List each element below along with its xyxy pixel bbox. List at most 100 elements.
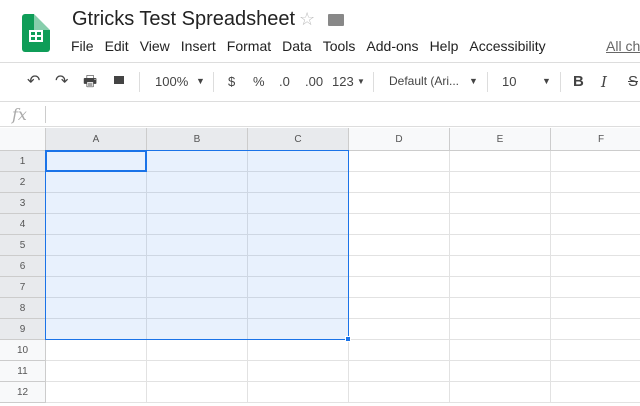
row-header-2[interactable]: 2 xyxy=(0,172,46,193)
cell-E5[interactable] xyxy=(450,235,551,256)
cell-C1[interactable] xyxy=(248,151,349,172)
row-header-5[interactable]: 5 xyxy=(0,235,46,256)
decrease-decimal-button[interactable]: .0 xyxy=(279,74,290,89)
cell-C2[interactable] xyxy=(248,172,349,193)
cell-C6[interactable] xyxy=(248,256,349,277)
cell-D5[interactable] xyxy=(349,235,450,256)
fill-handle[interactable] xyxy=(345,336,351,342)
cell-F1[interactable] xyxy=(551,151,640,172)
strikethrough-button[interactable]: S xyxy=(628,73,639,90)
menu-format[interactable]: Format xyxy=(226,38,272,54)
cell-F2[interactable] xyxy=(551,172,640,193)
column-header-f[interactable]: F xyxy=(551,128,640,151)
row-header-11[interactable]: 11 xyxy=(0,361,46,382)
menu-add-ons[interactable]: Add-ons xyxy=(366,38,419,54)
cell-F5[interactable] xyxy=(551,235,640,256)
more-formats-button[interactable]: 123 xyxy=(332,74,354,89)
cell-B3[interactable] xyxy=(147,193,248,214)
cell-A12[interactable] xyxy=(46,382,147,403)
active-cell[interactable] xyxy=(45,150,147,172)
cell-A4[interactable] xyxy=(46,214,147,235)
column-header-a[interactable]: A xyxy=(46,128,147,151)
cell-F8[interactable] xyxy=(551,298,640,319)
cell-E11[interactable] xyxy=(450,361,551,382)
cell-A11[interactable] xyxy=(46,361,147,382)
row-header-1[interactable]: 1 xyxy=(0,151,46,172)
column-header-e[interactable]: E xyxy=(450,128,551,151)
row-header-4[interactable]: 4 xyxy=(0,214,46,235)
redo-icon[interactable]: ↷ xyxy=(55,73,69,90)
italic-button[interactable]: I xyxy=(601,73,607,91)
cell-D12[interactable] xyxy=(349,382,450,403)
cell-C11[interactable] xyxy=(248,361,349,382)
cell-F10[interactable] xyxy=(551,340,640,361)
document-title[interactable]: Gtricks Test Spreadsheet xyxy=(72,8,296,30)
cell-B11[interactable] xyxy=(147,361,248,382)
row-header-12[interactable]: 12 xyxy=(0,382,46,403)
cell-C5[interactable] xyxy=(248,235,349,256)
row-header-9[interactable]: 9 xyxy=(0,319,46,340)
cell-B4[interactable] xyxy=(147,214,248,235)
chevron-down-icon[interactable]: ▼ xyxy=(357,77,365,86)
cell-C4[interactable] xyxy=(248,214,349,235)
cell-D11[interactable] xyxy=(349,361,450,382)
column-header-c[interactable]: C xyxy=(248,128,349,151)
cell-D8[interactable] xyxy=(349,298,450,319)
cell-B2[interactable] xyxy=(147,172,248,193)
folder-icon[interactable] xyxy=(328,14,344,26)
cell-D6[interactable] xyxy=(349,256,450,277)
menu-view[interactable]: View xyxy=(139,38,170,54)
row-header-6[interactable]: 6 xyxy=(0,256,46,277)
cell-B9[interactable] xyxy=(147,319,248,340)
cell-B7[interactable] xyxy=(147,277,248,298)
cell-F11[interactable] xyxy=(551,361,640,382)
cell-E2[interactable] xyxy=(450,172,551,193)
row-header-8[interactable]: 8 xyxy=(0,298,46,319)
cell-D10[interactable] xyxy=(349,340,450,361)
menu-data[interactable]: Data xyxy=(282,38,312,54)
cell-E4[interactable] xyxy=(450,214,551,235)
print-icon[interactable]: 🖶 xyxy=(83,73,98,90)
column-header-b[interactable]: B xyxy=(147,128,248,151)
zoom-select[interactable]: 100% xyxy=(155,74,189,89)
cell-A9[interactable] xyxy=(46,319,147,340)
chevron-down-icon[interactable]: ▼ xyxy=(542,76,551,86)
cell-A10[interactable] xyxy=(46,340,147,361)
cell-F4[interactable] xyxy=(551,214,640,235)
menu-insert[interactable]: Insert xyxy=(180,38,216,54)
paint-format-icon[interactable] xyxy=(114,76,124,84)
cell-E10[interactable] xyxy=(450,340,551,361)
cell-D4[interactable] xyxy=(349,214,450,235)
cell-B1[interactable] xyxy=(147,151,248,172)
cell-B12[interactable] xyxy=(147,382,248,403)
cell-C3[interactable] xyxy=(248,193,349,214)
row-header-3[interactable]: 3 xyxy=(0,193,46,214)
cell-E6[interactable] xyxy=(450,256,551,277)
undo-icon[interactable]: ↶ xyxy=(27,73,41,90)
select-all-corner[interactable] xyxy=(0,128,46,151)
cell-E3[interactable] xyxy=(450,193,551,214)
menu-tools[interactable]: Tools xyxy=(322,38,356,54)
cell-B8[interactable] xyxy=(147,298,248,319)
cell-E12[interactable] xyxy=(450,382,551,403)
cell-F7[interactable] xyxy=(551,277,640,298)
cell-C9[interactable] xyxy=(248,319,349,340)
menu-accessibility[interactable]: Accessibility xyxy=(469,38,546,54)
cell-D1[interactable] xyxy=(349,151,450,172)
cell-C10[interactable] xyxy=(248,340,349,361)
cell-E7[interactable] xyxy=(450,277,551,298)
cell-A2[interactable] xyxy=(46,172,147,193)
chevron-down-icon[interactable]: ▼ xyxy=(469,76,478,86)
increase-decimal-button[interactable]: .00 xyxy=(305,74,324,89)
chevron-down-icon[interactable]: ▼ xyxy=(196,76,205,86)
cell-E9[interactable] xyxy=(450,319,551,340)
font-select[interactable]: Default (Ari... xyxy=(389,74,460,88)
cell-D2[interactable] xyxy=(349,172,450,193)
cell-F9[interactable] xyxy=(551,319,640,340)
cell-F6[interactable] xyxy=(551,256,640,277)
all-changes-link[interactable]: All ch xyxy=(606,38,640,54)
cell-F12[interactable] xyxy=(551,382,640,403)
menu-help[interactable]: Help xyxy=(429,38,459,54)
row-header-10[interactable]: 10 xyxy=(0,340,46,361)
cell-C8[interactable] xyxy=(248,298,349,319)
